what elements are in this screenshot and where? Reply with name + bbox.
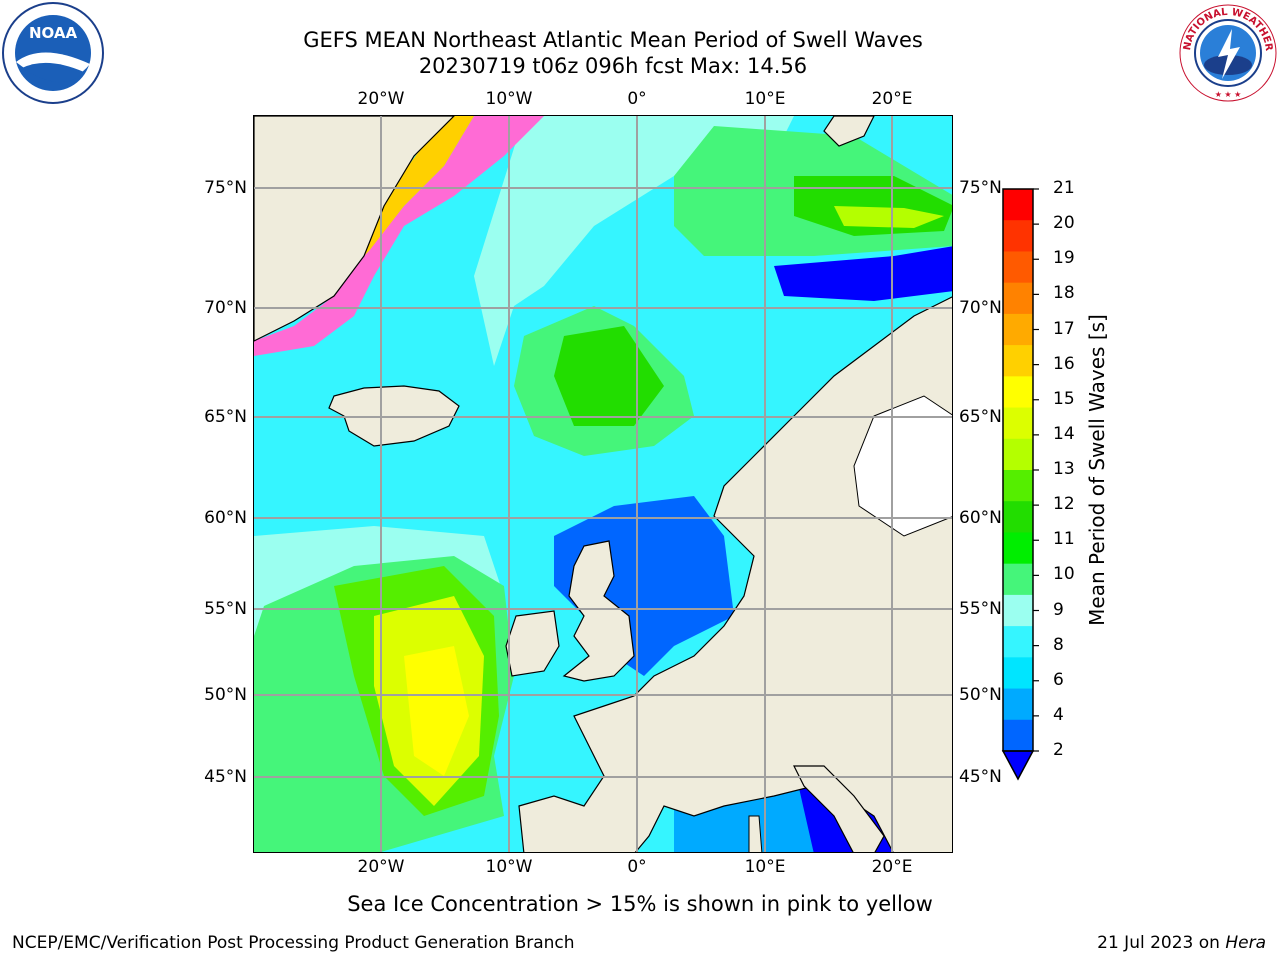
map-panel bbox=[253, 115, 953, 853]
nws-logo: NATIONAL WEATHER SERVICE ★ ★ ★ bbox=[1178, 3, 1278, 103]
footer-machine: Hera bbox=[1225, 933, 1266, 953]
colorbar-segment bbox=[1003, 626, 1033, 658]
lon-label-top: 20°W bbox=[358, 89, 405, 109]
colorbar-tick-label: 16 bbox=[1053, 354, 1075, 374]
colorbar-extend-arrow bbox=[1003, 751, 1033, 779]
colorbar-tick-label: 17 bbox=[1053, 319, 1075, 339]
chart-subtitle: 20230719 t06z 096h fcst Max: 14.56 bbox=[0, 54, 1253, 78]
colorbar-segment bbox=[1003, 408, 1033, 440]
colorbar-label: Mean Period of Swell Waves [s] bbox=[1085, 314, 1109, 626]
footer-date-text: 21 Jul 2023 on bbox=[1097, 933, 1225, 953]
colorbar-segment bbox=[1003, 657, 1033, 689]
colorbar-segment bbox=[1003, 532, 1033, 564]
colorbar-tick-label: 20 bbox=[1053, 213, 1075, 233]
lat-label-left: 75°N bbox=[177, 178, 247, 198]
lon-label-bottom: 20°E bbox=[872, 857, 913, 877]
swell-period-map bbox=[254, 116, 953, 853]
colorbar-tick-label: 21 bbox=[1053, 178, 1075, 198]
colorbar-tick-label: 13 bbox=[1053, 459, 1075, 479]
colorbar-tick-label: 9 bbox=[1053, 600, 1064, 620]
colorbar-tick-label: 18 bbox=[1053, 283, 1075, 303]
noaa-logo-text: NOAA bbox=[29, 24, 78, 42]
colorbar-tick-label: 8 bbox=[1053, 635, 1064, 655]
footer-credit: NCEP/EMC/Verification Post Processing Pr… bbox=[12, 933, 575, 953]
lat-label-left: 65°N bbox=[177, 407, 247, 427]
colorbar-tick-label: 10 bbox=[1053, 564, 1075, 584]
lon-label-bottom: 0° bbox=[627, 857, 646, 877]
colorbar-segment bbox=[1003, 345, 1033, 377]
colorbar bbox=[995, 180, 1075, 790]
lon-label-top: 0° bbox=[627, 89, 646, 109]
colorbar-tick-label: 15 bbox=[1053, 389, 1075, 409]
svg-text:★ ★ ★: ★ ★ ★ bbox=[1215, 90, 1242, 99]
sea-ice-note: Sea Ice Concentration > 15% is shown in … bbox=[0, 892, 1280, 916]
colorbar-segment bbox=[1003, 595, 1033, 627]
colorbar-segment bbox=[1003, 720, 1033, 752]
lat-label-left: 50°N bbox=[177, 685, 247, 705]
lon-label-bottom: 20°W bbox=[358, 857, 405, 877]
colorbar-segment bbox=[1003, 376, 1033, 408]
colorbar-segment bbox=[1003, 189, 1033, 221]
lon-label-top: 10°W bbox=[486, 89, 533, 109]
colorbar-tick-label: 19 bbox=[1053, 248, 1075, 268]
noaa-logo: NOAA bbox=[2, 2, 104, 104]
colorbar-tick-label: 11 bbox=[1053, 529, 1075, 549]
lat-label-left: 60°N bbox=[177, 508, 247, 528]
colorbar-segment bbox=[1003, 564, 1033, 596]
colorbar-tick-label: 12 bbox=[1053, 494, 1075, 514]
lon-label-bottom: 10°E bbox=[745, 857, 786, 877]
colorbar-segment bbox=[1003, 501, 1033, 533]
colorbar-segment bbox=[1003, 314, 1033, 346]
lon-label-top: 10°E bbox=[745, 89, 786, 109]
colorbar-segment bbox=[1003, 470, 1033, 502]
lat-label-left: 70°N bbox=[177, 298, 247, 318]
colorbar-segment bbox=[1003, 283, 1033, 315]
colorbar-tick-label: 6 bbox=[1053, 670, 1064, 690]
colorbar-tick-label: 4 bbox=[1053, 705, 1064, 725]
colorbar-tick-label: 2 bbox=[1053, 740, 1064, 760]
footer-date: 21 Jul 2023 on Hera bbox=[1097, 933, 1266, 953]
colorbar-segment bbox=[1003, 251, 1033, 283]
lon-label-bottom: 10°W bbox=[486, 857, 533, 877]
lon-label-top: 20°E bbox=[872, 89, 913, 109]
colorbar-segment bbox=[1003, 439, 1033, 471]
chart-title: GEFS MEAN Northeast Atlantic Mean Period… bbox=[0, 28, 1253, 52]
colorbar-segment bbox=[1003, 220, 1033, 252]
colorbar-segment bbox=[1003, 689, 1033, 721]
lat-label-left: 55°N bbox=[177, 599, 247, 619]
lat-label-left: 45°N bbox=[177, 767, 247, 787]
colorbar-tick-label: 14 bbox=[1053, 424, 1075, 444]
